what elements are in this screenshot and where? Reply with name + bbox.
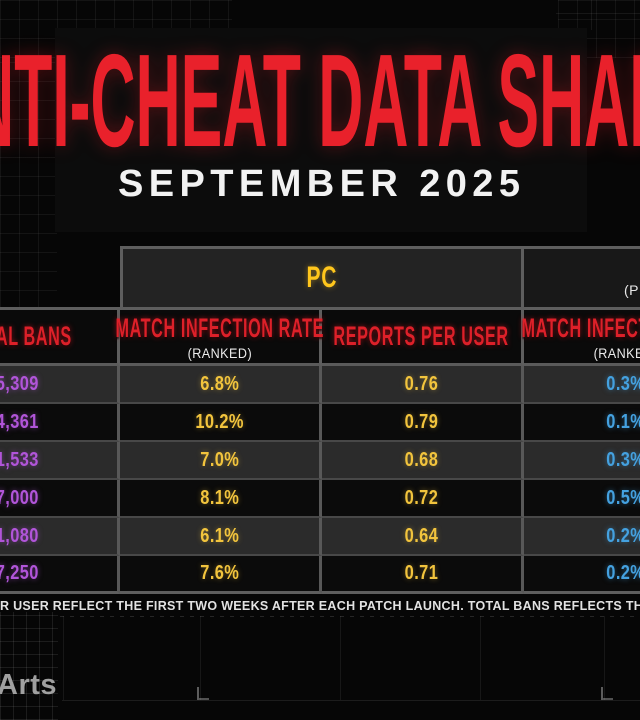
pc-group-label: PC — [306, 261, 338, 294]
infection-rate-console-value: 0.3% — [606, 448, 640, 471]
group-header-spacer — [0, 246, 120, 307]
hud-line — [63, 616, 64, 700]
reports-per-user-value: 0.76 — [404, 372, 439, 395]
table-cell-reports-pc: 0.68 — [322, 442, 524, 480]
table-cell-infection-pc: 7.0% — [120, 442, 322, 480]
total-bans-value: 5,309 — [0, 372, 40, 395]
column-header-label: REPORTS PER USER — [333, 321, 510, 351]
total-bans-value: 1,533 — [0, 448, 40, 471]
infection-rate-value: 10.2% — [195, 410, 244, 433]
page-title: ANTI-CHEAT DATA SHARE — [0, 27, 640, 170]
table-cell-reports-pc: 0.72 — [322, 480, 524, 518]
infection-rate-value: 6.8% — [199, 372, 240, 395]
page-subtitle: SEPTEMBER 2025 — [118, 163, 522, 205]
infection-rate-value: 8.1% — [199, 486, 240, 509]
table-cell-total-bans: 4,361 — [0, 404, 120, 442]
console-group-label-fragment: (P — [624, 282, 639, 298]
total-bans-value: 7,250 — [0, 562, 40, 584]
table-cell-infection-console: 0.2% — [524, 556, 640, 594]
hud-dashed-line — [60, 616, 640, 617]
column-header-label: TOTAL BANS — [0, 321, 72, 351]
infection-rate-value: 6.1% — [199, 524, 240, 547]
footnote-text: R USER REFLECT THE FIRST TWO WEEKS AFTER… — [0, 599, 640, 613]
reports-per-user-value: 0.71 — [404, 562, 439, 584]
infection-rate-console-value: 0.1% — [606, 410, 640, 433]
infection-rate-console-value: 0.5% — [606, 486, 640, 509]
column-header-reports-per-user: REPORTS PER USER — [322, 307, 524, 366]
total-bans-value: 4,361 — [0, 410, 40, 433]
table-cell-reports-pc: 0.76 — [322, 366, 524, 404]
anti-cheat-data-table: PC (P TOTAL BANS MATCH INFECTION RATE (R… — [0, 246, 640, 594]
table-cell-infection-pc: 8.1% — [120, 480, 322, 518]
table-cell-total-bans: 7,250 — [0, 556, 120, 594]
infection-rate-value: 7.0% — [199, 448, 240, 471]
hud-crosshair-horizontal — [556, 13, 640, 14]
group-header-console: (P — [524, 246, 640, 307]
infection-rate-console-value: 0.3% — [606, 372, 640, 395]
hud-baseline — [62, 700, 640, 701]
title-wrap: ANTI-CHEAT DATA SHARE — [0, 27, 640, 170]
hud-line — [200, 616, 201, 700]
electronic-arts-logo-fragment: Arts — [0, 669, 58, 701]
hud-line — [340, 616, 341, 700]
table-cell-reports-pc: 0.71 — [322, 556, 524, 594]
column-header-sublabel: (RANKED) — [593, 344, 640, 361]
table-cell-infection-pc: 7.6% — [120, 556, 322, 594]
table-cell-infection-console: 0.3% — [524, 442, 640, 480]
hud-notch — [197, 687, 199, 700]
column-header-label: MATCH INFECTION RATE — [115, 312, 324, 343]
table-cell-infection-console: 0.2% — [524, 518, 640, 556]
infection-rate-value: 7.6% — [199, 562, 240, 584]
table-cell-infection-console: 0.3% — [524, 366, 640, 404]
table-cell-total-bans: 1,533 — [0, 442, 120, 480]
total-bans-value: 1,080 — [0, 524, 40, 547]
table-cell-infection-console: 0.5% — [524, 480, 640, 518]
reports-per-user-value: 0.64 — [404, 524, 439, 547]
table-cell-total-bans: 7,000 — [0, 480, 120, 518]
column-header-sublabel: (RANKED) — [187, 344, 252, 361]
title-panel — [55, 28, 587, 232]
background-grid-bottom-left — [0, 612, 58, 720]
hud-notch — [601, 687, 603, 700]
reports-per-user-value: 0.72 — [404, 486, 439, 509]
table-cell-infection-pc: 6.1% — [120, 518, 322, 556]
table-cell-total-bans: 1,080 — [0, 518, 120, 556]
reports-per-user-value: 0.68 — [404, 448, 439, 471]
table-cell-infection-console: 0.1% — [524, 404, 640, 442]
table-cell-reports-pc: 0.64 — [322, 518, 524, 556]
column-header-total-bans: TOTAL BANS — [0, 307, 120, 366]
reports-per-user-value: 0.79 — [404, 410, 439, 433]
hud-line — [480, 616, 481, 700]
hud-notch-foot — [603, 698, 613, 700]
column-header-label: MATCH INFECTION RATE — [521, 312, 640, 343]
hud-line — [604, 616, 605, 700]
hud-crosshair-vertical — [591, 0, 592, 30]
infection-rate-console-value: 0.2% — [606, 562, 640, 584]
table-cell-infection-pc: 10.2% — [120, 404, 322, 442]
column-header-match-infection-rate-pc: MATCH INFECTION RATE (RANKED) — [115, 307, 323, 366]
table-cell-reports-pc: 0.79 — [322, 404, 524, 442]
background-grid-left — [0, 58, 57, 310]
column-header-match-infection-rate-console: MATCH INFECTION RATE (RANKED) — [521, 307, 640, 366]
total-bans-value: 7,000 — [0, 486, 40, 509]
table-cell-infection-pc: 6.8% — [120, 366, 322, 404]
infection-rate-console-value: 0.2% — [606, 524, 640, 547]
table-cell-total-bans: 5,309 — [0, 366, 120, 404]
hud-notch-foot — [199, 698, 209, 700]
subtitle-wrap: SEPTEMBER 2025 — [118, 163, 522, 205]
group-header-pc: PC — [120, 246, 524, 307]
